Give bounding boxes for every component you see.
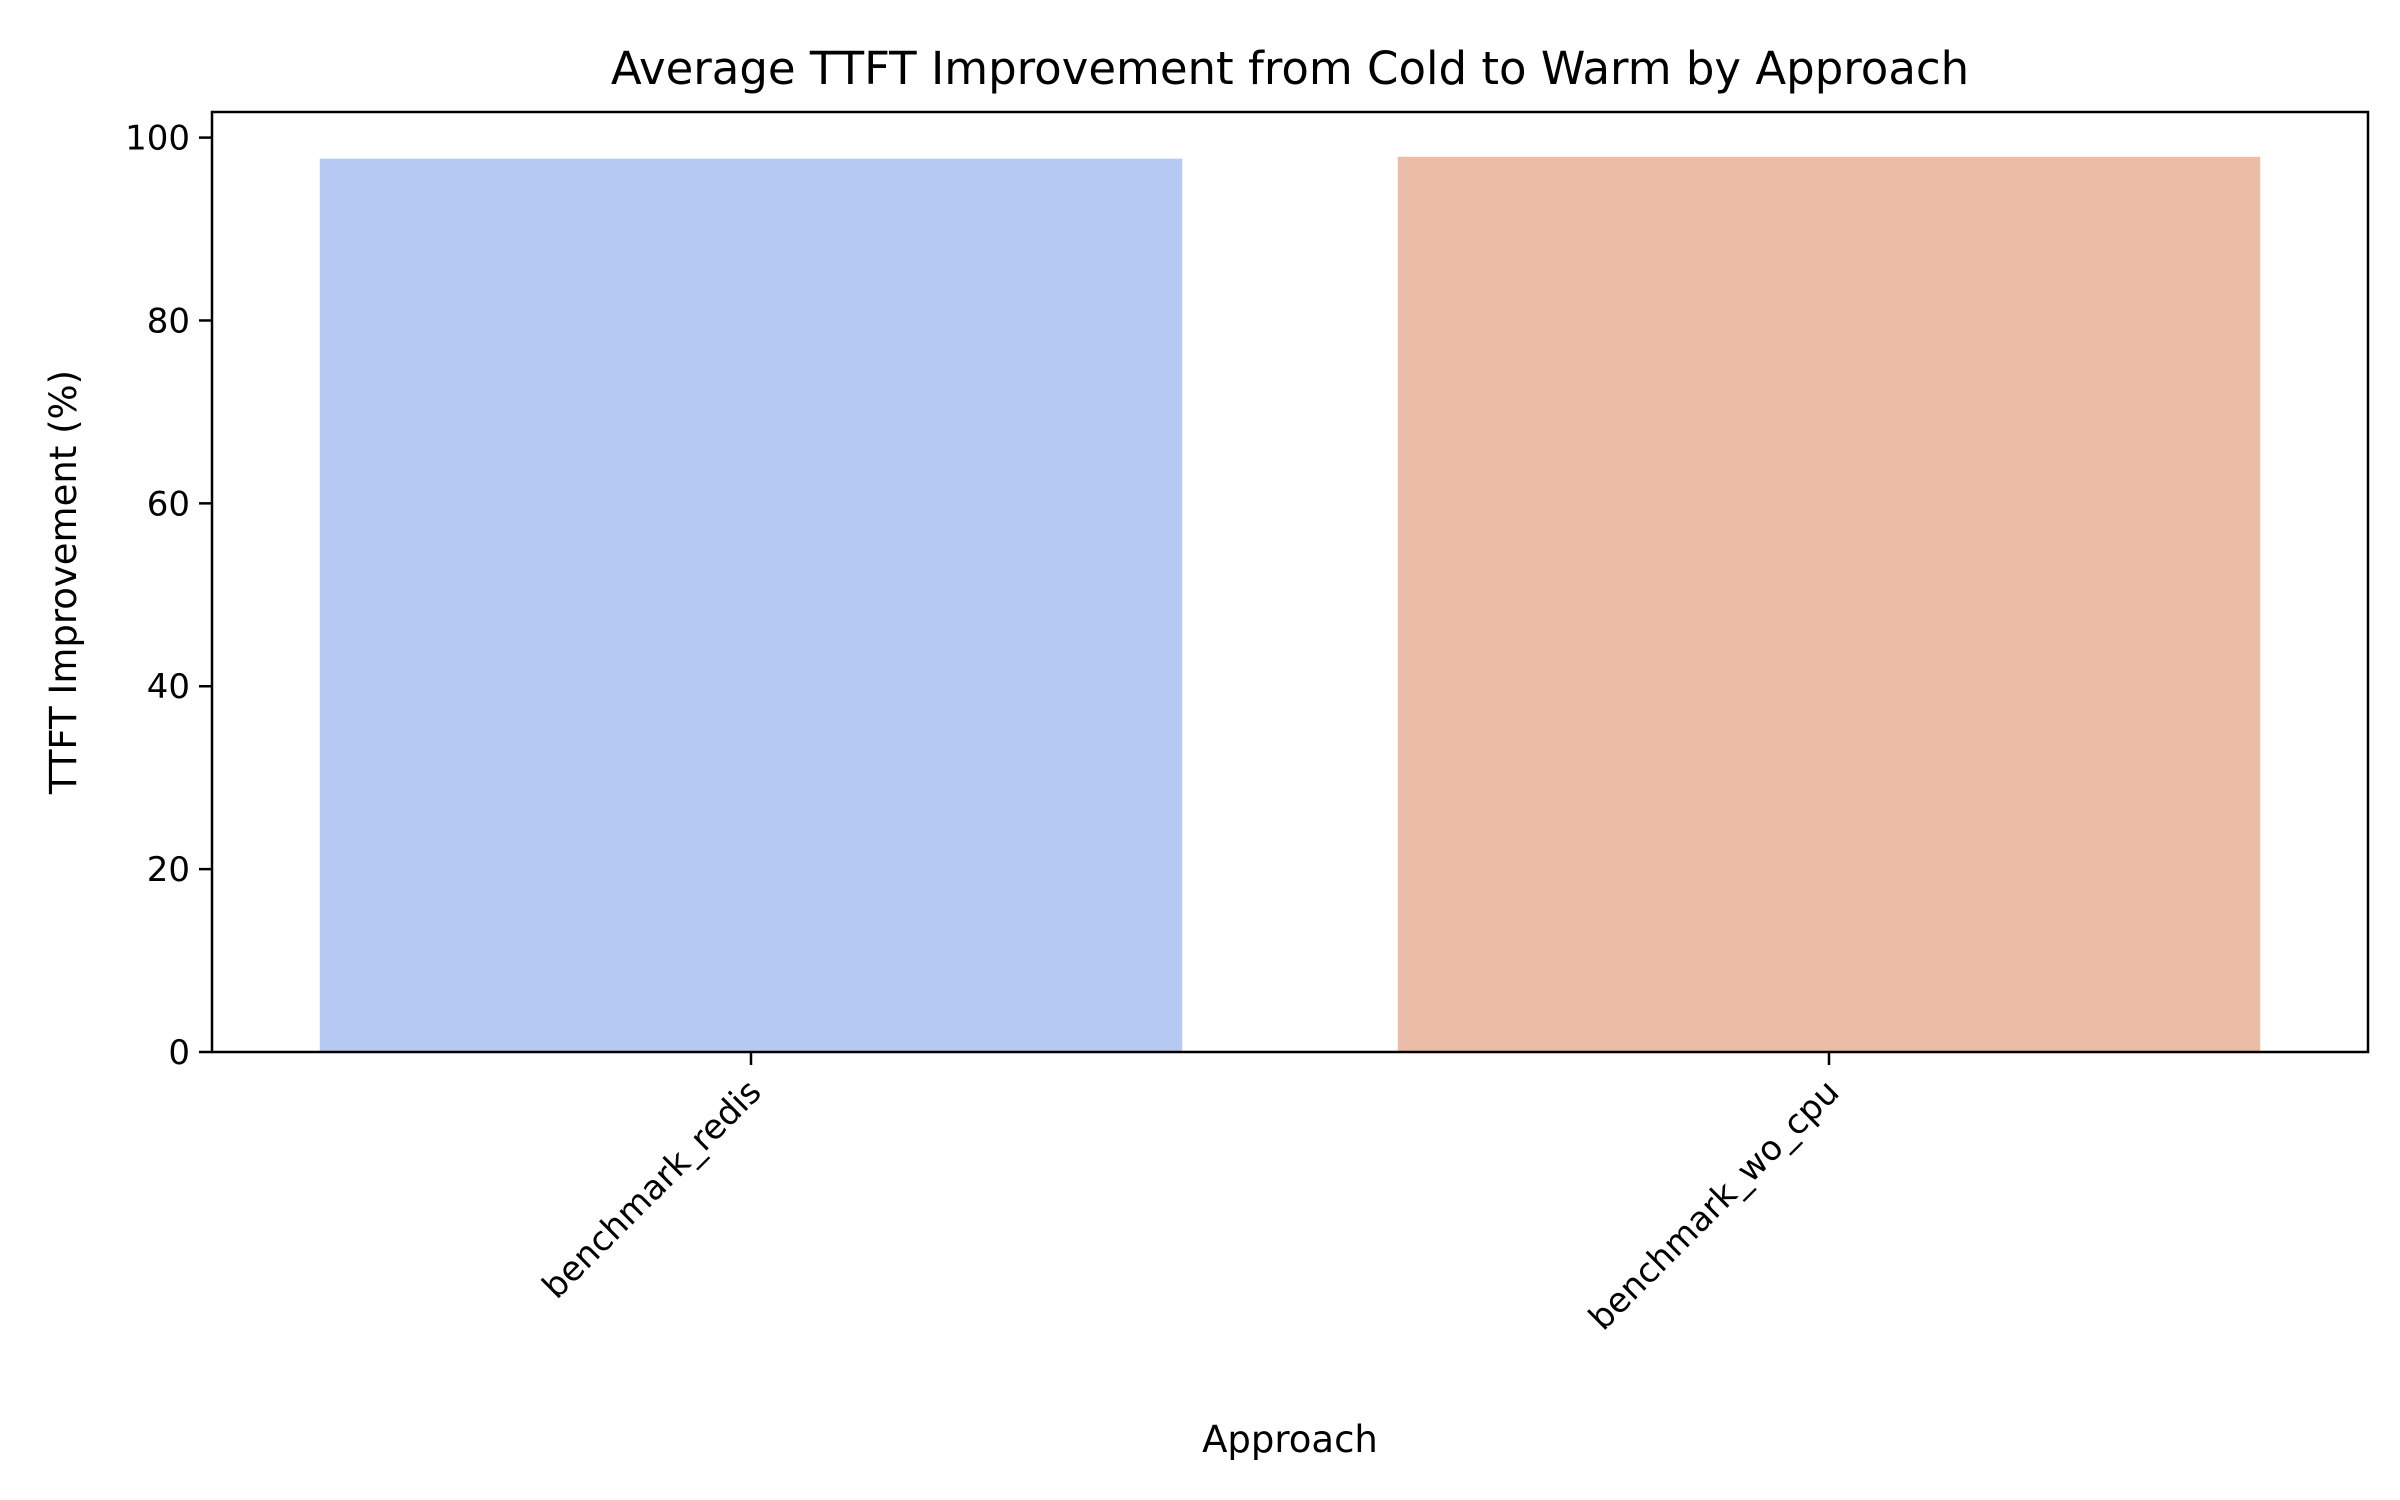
y-tick-label: 60: [147, 484, 190, 524]
bar-benchmark-wo-cpu: [1397, 156, 2261, 1053]
y-tick-label: 0: [168, 1033, 190, 1073]
bar-benchmark-redis: [319, 158, 1183, 1052]
y-tick-label: 40: [147, 667, 190, 707]
y-tick-label: 100: [125, 119, 190, 159]
bars-group: [319, 156, 2261, 1053]
y-axis-label: TTFT Improvement (%): [42, 370, 85, 795]
y-tick-label: 80: [147, 301, 190, 341]
y-axis: 0 20 40 60 80 100: [125, 119, 212, 1073]
y-tick-label: 20: [147, 850, 190, 890]
chart-title: Average TTFT Improvement from Cold to Wa…: [611, 42, 1969, 95]
x-axis-label: Approach: [1202, 1418, 1378, 1461]
plot-frame: [210, 110, 2370, 1054]
